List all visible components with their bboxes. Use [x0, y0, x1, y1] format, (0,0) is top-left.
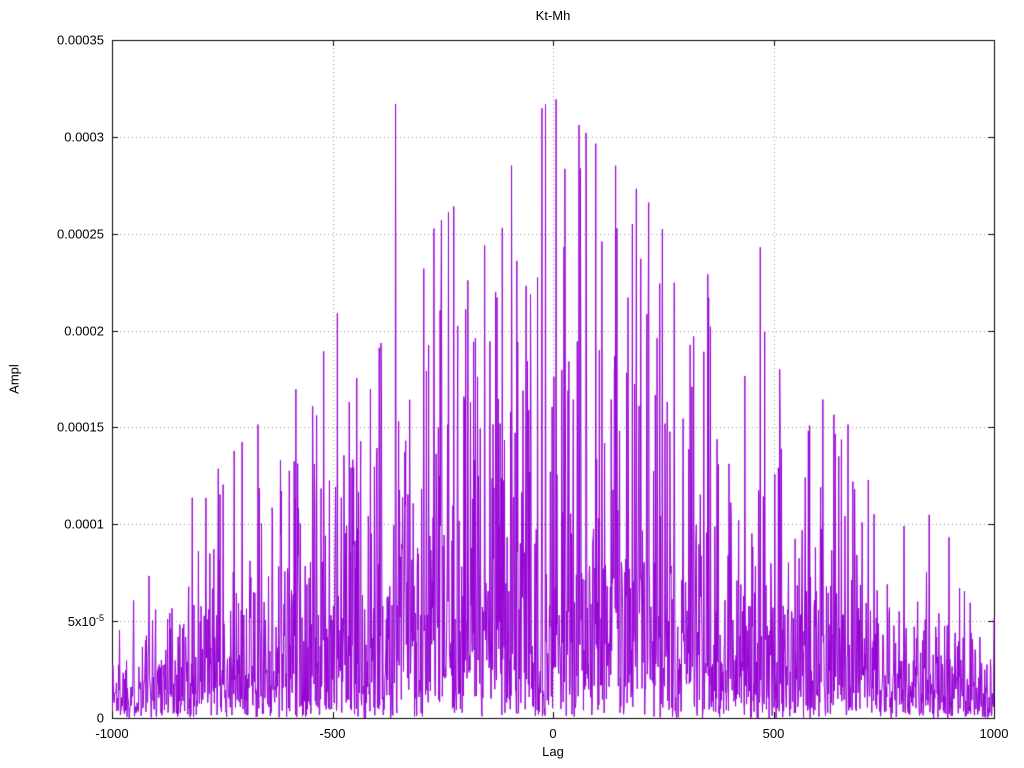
x-tick-label: -1000: [95, 726, 129, 741]
y-tick-label: 0: [96, 710, 104, 726]
x-tick-label: 500: [762, 726, 785, 741]
y-tick-label: 0.00025: [57, 226, 104, 242]
y-tick-label: 0.0002: [64, 323, 104, 339]
x-axis-label: Lag: [542, 744, 564, 759]
y-tick-label: 0.0003: [64, 129, 104, 145]
y-tick-label: 0.00035: [57, 32, 104, 48]
y-axis-label: Ampl: [6, 364, 22, 394]
x-tick-label: 1000: [979, 726, 1009, 741]
y-tick-label: 5x10-5: [67, 612, 104, 630]
x-tick-label: -500: [319, 726, 346, 741]
y-tick-label: 0.00015: [57, 419, 104, 435]
chart-title: Kt-Mh: [535, 8, 571, 23]
x-tick-label: 0: [549, 726, 557, 741]
y-tick-label: 0.0001: [64, 516, 104, 532]
